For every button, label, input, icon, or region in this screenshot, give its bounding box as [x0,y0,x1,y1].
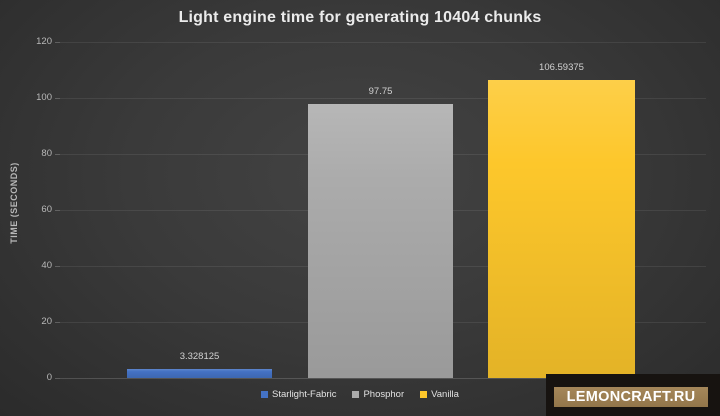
bar-phosphor [308,104,453,378]
legend-item-starlight-fabric: Starlight-Fabric [261,389,336,400]
legend-label: Starlight-Fabric [272,389,337,400]
tick-mark-20 [55,322,60,323]
tick-mark-80 [55,154,60,155]
bar-vanilla [488,80,635,378]
gridline-100 [60,98,706,99]
tick-mark-120 [55,42,60,43]
value-label-phosphor: 97.75 [368,86,393,97]
chart-legend: Starlight-Fabric Phosphor Vanilla [0,389,720,400]
tick-mark-40 [55,266,60,267]
bar-starlight-fabric [127,369,272,378]
legend-swatch-icon [352,391,360,398]
gridline-120 [60,42,706,43]
tick-mark-60 [55,210,60,211]
value-label-vanilla: 106.59375 [539,62,584,73]
legend-label: Phosphor [363,389,405,400]
y-tick-label-60: 60 [41,204,52,215]
y-axis-title: TIME (SECONDS) [9,162,19,244]
value-label-starlight-fabric: 3.328125 [179,351,220,362]
legend-item-vanilla: Vanilla [420,389,459,400]
y-tick-label-20: 20 [41,316,52,327]
gridline-0 [60,378,706,379]
legend-item-phosphor: Phosphor [352,389,404,400]
y-tick-label-100: 100 [36,92,52,103]
legend-label: Vanilla [431,389,459,400]
y-tick-label-120: 120 [36,36,52,47]
watermark-badge: LEMONCRAFT.RU [554,387,708,407]
y-tick-label-0: 0 [46,372,52,383]
legend-swatch-icon [420,391,428,398]
legend-swatch-icon [261,391,269,398]
chart-title: Light engine time for generating 10404 c… [178,9,542,26]
tick-mark-0 [55,378,60,379]
y-tick-label-80: 80 [41,148,52,159]
y-tick-label-40: 40 [41,260,52,271]
tick-mark-100 [55,98,60,99]
